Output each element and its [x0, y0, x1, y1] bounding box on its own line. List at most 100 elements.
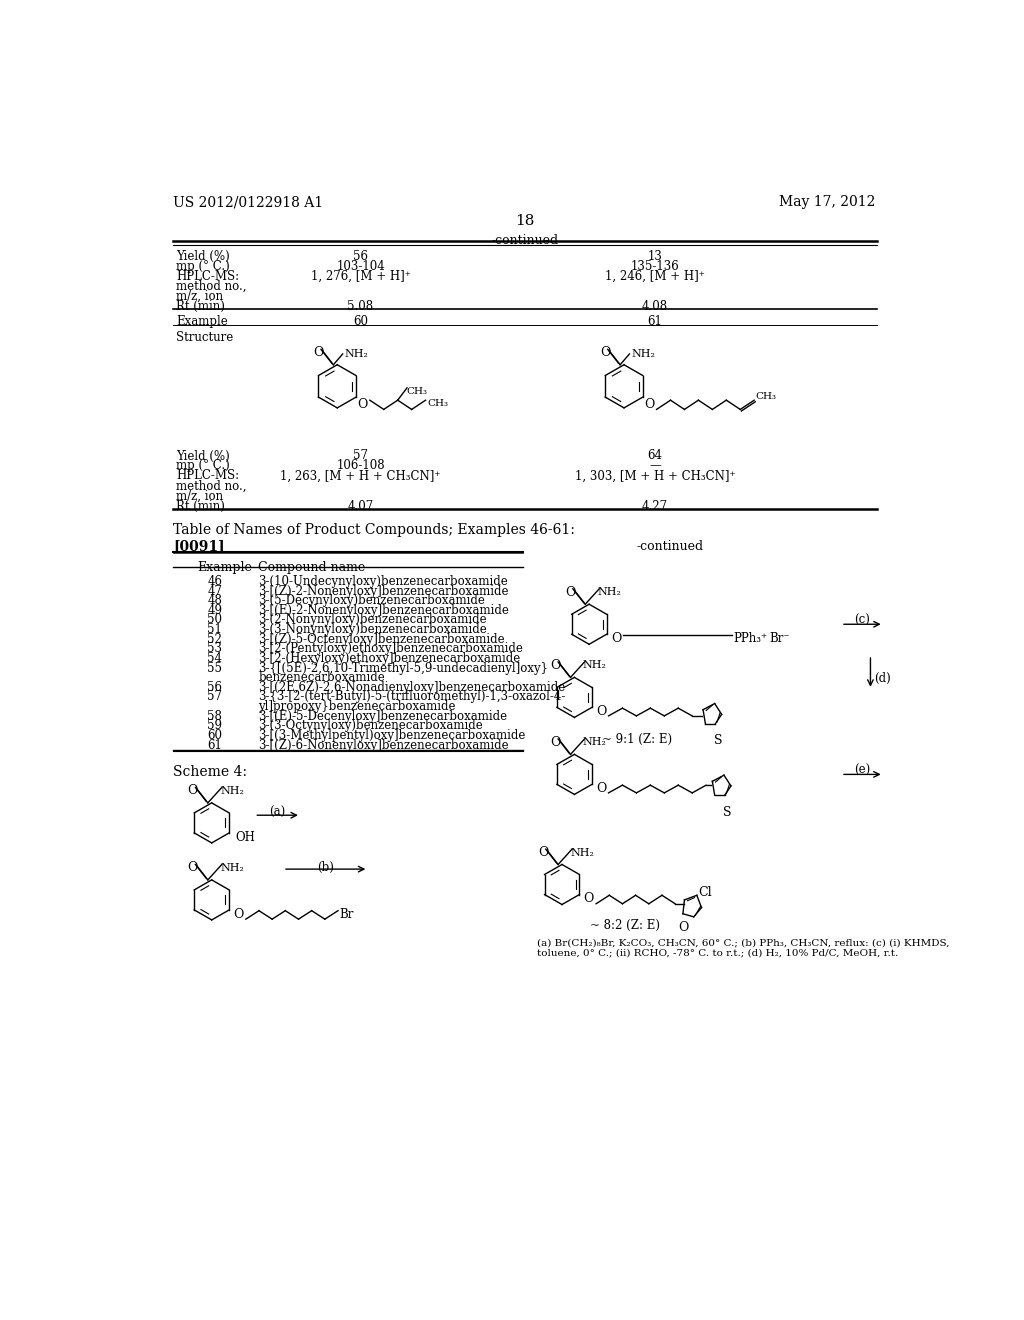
Text: O: O: [644, 397, 654, 411]
Text: (e): (e): [854, 763, 870, 776]
Text: S: S: [723, 807, 732, 818]
Text: 47: 47: [207, 585, 222, 598]
Text: 3-(2-Nonynyloxy)benzenecarboxamide: 3-(2-Nonynyloxy)benzenecarboxamide: [258, 614, 486, 627]
Text: O: O: [313, 346, 324, 359]
Text: 56: 56: [207, 681, 222, 694]
Text: 3-(3-Nonynyloxy)benzenecarboxamide: 3-(3-Nonynyloxy)benzenecarboxamide: [258, 623, 487, 636]
Text: ~ 8:2 (Z: E): ~ 8:2 (Z: E): [590, 919, 659, 932]
Text: method no.,: method no.,: [176, 280, 247, 293]
Text: 18: 18: [515, 214, 535, 228]
Text: NH₂: NH₂: [598, 587, 622, 597]
Text: yl]propoxy}benzenecarboxamide: yl]propoxy}benzenecarboxamide: [258, 700, 456, 713]
Text: Rt (min): Rt (min): [176, 499, 225, 512]
Text: 13: 13: [647, 249, 663, 263]
Text: 3-[(3-Methylpentyl)oxy]benzenecarboxamide: 3-[(3-Methylpentyl)oxy]benzenecarboxamid…: [258, 729, 525, 742]
Text: 3-[(Z)-5-Octenyloxy]benzenecarboxamide: 3-[(Z)-5-Octenyloxy]benzenecarboxamide: [258, 632, 505, 645]
Text: Rt (min): Rt (min): [176, 300, 225, 313]
Text: (d): (d): [874, 672, 891, 685]
Text: 52: 52: [208, 632, 222, 645]
Text: 3-(5-Decynyloxy)benzenecarboxamide: 3-(5-Decynyloxy)benzenecarboxamide: [258, 594, 485, 607]
Text: (a): (a): [269, 807, 286, 818]
Text: Table of Names of Product Compounds; Examples 46-61:: Table of Names of Product Compounds; Exa…: [173, 523, 574, 537]
Text: 57: 57: [207, 690, 222, 704]
Text: 55: 55: [207, 661, 222, 675]
Text: m/z, ion: m/z, ion: [176, 290, 223, 304]
Text: -continued: -continued: [637, 540, 705, 553]
Text: NH₂: NH₂: [220, 863, 244, 873]
Text: mp (° C.): mp (° C.): [176, 459, 229, 473]
Text: NH₂: NH₂: [344, 350, 368, 359]
Text: 46: 46: [207, 576, 222, 587]
Text: 3-{3-[2-(tert-Butyl)-5-(trifluoromethyl)-1,3-oxazol-4-: 3-{3-[2-(tert-Butyl)-5-(trifluoromethyl)…: [258, 690, 565, 704]
Text: 53: 53: [207, 643, 222, 655]
Text: 61: 61: [208, 739, 222, 751]
Text: m/z, ion: m/z, ion: [176, 490, 223, 503]
Text: 3-[(E)-2-Nonenyloxy]benzenecarboxamide: 3-[(E)-2-Nonenyloxy]benzenecarboxamide: [258, 603, 509, 616]
Text: CH₃: CH₃: [756, 392, 777, 401]
Text: O: O: [565, 586, 575, 599]
Text: (a) Br(CH₂)₈Br, K₂CO₃, CH₃CN, 60° C.; (b) PPh₃, CH₃CN, reflux: (c) (i) KHMDS,: (a) Br(CH₂)₈Br, K₂CO₃, CH₃CN, 60° C.; (b…: [538, 939, 949, 948]
Text: NH₂: NH₂: [583, 738, 607, 747]
Text: 103-104: 103-104: [336, 260, 385, 273]
Text: OH: OH: [234, 830, 255, 843]
Text: 4.08: 4.08: [642, 300, 668, 313]
Text: 64: 64: [647, 449, 663, 462]
Text: O: O: [611, 632, 622, 645]
Text: 60: 60: [353, 315, 368, 329]
Text: 3-{[(5E)-2,6,10-Trimethyl-5,9-undecadienyl]oxy}: 3-{[(5E)-2,6,10-Trimethyl-5,9-undecadien…: [258, 661, 548, 675]
Text: (b): (b): [317, 861, 334, 874]
Text: 51: 51: [208, 623, 222, 636]
Text: Yield (%): Yield (%): [176, 249, 229, 263]
Text: [0091]: [0091]: [173, 540, 224, 553]
Text: O: O: [233, 908, 244, 920]
Text: Example: Example: [176, 315, 227, 329]
Text: 3-[(Z)-2-Nonenyloxy]benzenecarboxamide: 3-[(Z)-2-Nonenyloxy]benzenecarboxamide: [258, 585, 509, 598]
Text: 48: 48: [208, 594, 222, 607]
Text: 58: 58: [208, 710, 222, 723]
Text: 3-[2-(Hexyloxy)ethoxy]benzenecarboxamide: 3-[2-(Hexyloxy)ethoxy]benzenecarboxamide: [258, 652, 520, 665]
Text: CH₃: CH₃: [407, 387, 427, 396]
Text: 3-(10-Undecynyloxy)benzenecarboxamide: 3-(10-Undecynyloxy)benzenecarboxamide: [258, 576, 508, 587]
Text: method no.,: method no.,: [176, 479, 247, 492]
Text: O: O: [596, 781, 606, 795]
Text: O: O: [357, 397, 368, 411]
Text: S: S: [714, 734, 722, 747]
Text: CH₃: CH₃: [427, 399, 449, 408]
Text: —: —: [649, 459, 660, 473]
Text: Br⁻: Br⁻: [769, 632, 790, 645]
Text: Example: Example: [198, 561, 253, 574]
Text: Compound name: Compound name: [258, 561, 366, 574]
Text: toluene, 0° C.; (ii) RCHO, -78° C. to r.t.; (d) H₂, 10% Pd/C, MeOH, r.t.: toluene, 0° C.; (ii) RCHO, -78° C. to r.…: [538, 949, 898, 957]
Text: ~ 9:1 (Z: E): ~ 9:1 (Z: E): [602, 733, 673, 746]
Text: mp (° C.): mp (° C.): [176, 260, 229, 273]
Text: 54: 54: [207, 652, 222, 665]
Text: 4.07: 4.07: [347, 499, 374, 512]
Text: (c): (c): [854, 614, 869, 627]
Text: O: O: [678, 921, 688, 935]
Text: O: O: [187, 862, 198, 874]
Text: O: O: [538, 846, 548, 859]
Text: O: O: [600, 346, 610, 359]
Text: 60: 60: [207, 729, 222, 742]
Text: 3-[(2E,6Z)-2,6-Nonadienyloxy]benzenecarboxamide: 3-[(2E,6Z)-2,6-Nonadienyloxy]benzenecarb…: [258, 681, 565, 694]
Text: 1, 246, [M + H]⁺: 1, 246, [M + H]⁺: [605, 271, 705, 282]
Text: O: O: [187, 784, 198, 797]
Text: Structure: Structure: [176, 331, 233, 345]
Text: NH₂: NH₂: [220, 785, 244, 796]
Text: 3-(3-Octynyloxy)benzenecarboxamide: 3-(3-Octynyloxy)benzenecarboxamide: [258, 719, 483, 733]
Text: 49: 49: [207, 603, 222, 616]
Text: 50: 50: [207, 614, 222, 627]
Text: O: O: [550, 659, 561, 672]
Text: benzenecarboxamide: benzenecarboxamide: [258, 671, 385, 684]
Text: Cl: Cl: [698, 886, 712, 899]
Text: 59: 59: [207, 719, 222, 733]
Text: Yield (%): Yield (%): [176, 449, 229, 462]
Text: NH₂: NH₂: [583, 660, 607, 671]
Text: May 17, 2012: May 17, 2012: [779, 195, 876, 210]
Text: NH₂: NH₂: [570, 847, 594, 858]
Text: 1, 263, [M + H + CH₃CN]⁺: 1, 263, [M + H + CH₃CN]⁺: [281, 470, 440, 483]
Text: 106-108: 106-108: [336, 459, 385, 473]
Text: O: O: [550, 737, 561, 748]
Text: HPLC-MS:: HPLC-MS:: [176, 271, 240, 282]
Text: 3-[(Z)-6-Nonenyloxy]benzenecarboxamide: 3-[(Z)-6-Nonenyloxy]benzenecarboxamide: [258, 739, 509, 751]
